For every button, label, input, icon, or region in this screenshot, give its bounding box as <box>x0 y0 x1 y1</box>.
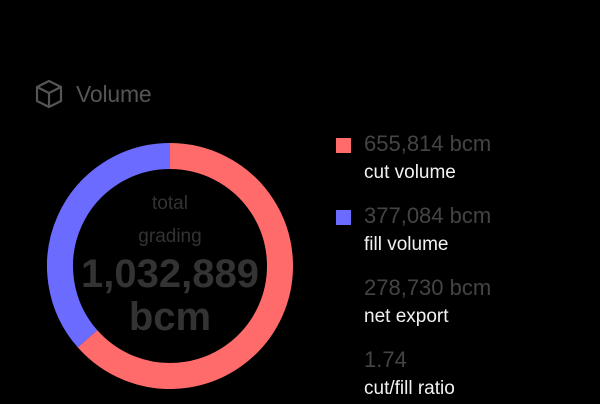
legend-label-ratio: cut/fill ratio <box>364 378 455 399</box>
legend-item-fill: 377,084 bcm fill volume <box>336 200 596 272</box>
legend-swatch-cut <box>336 138 351 153</box>
donut-slice-cut-volume <box>77 143 293 389</box>
center-total-unit: bcm <box>128 295 212 339</box>
cube-icon <box>35 79 63 109</box>
legend-item-cut: 655,814 bcm cut volume <box>336 128 596 200</box>
center-total-value: 1,032,889 <box>81 252 259 296</box>
legend-label-fill: fill volume <box>364 234 449 255</box>
center-caption-line2: grading <box>138 226 202 247</box>
legend-label-cut: cut volume <box>364 162 456 183</box>
legend-label-net-export: net export <box>364 306 449 327</box>
center-caption-line1: total <box>152 193 188 214</box>
legend-value-fill: 377,084 bcm <box>364 203 492 228</box>
donut-slice-fill-volume <box>47 143 171 348</box>
panel-title: Volume <box>76 80 152 107</box>
legend-value-ratio: 1.74 <box>364 347 407 372</box>
donut-center-label: total grading 1,032,889 bcm <box>47 143 293 389</box>
legend-item-ratio: 1.74 cut/fill ratio <box>336 344 596 404</box>
legend-value-cut: 655,814 bcm <box>364 131 492 156</box>
legend: 655,814 bcm cut volume 377,084 bcm fill … <box>336 128 596 404</box>
volume-donut-chart <box>47 143 293 389</box>
panel-header: Volume <box>33 77 152 111</box>
legend-item-net-export: 278,730 bcm net export <box>336 272 596 344</box>
legend-swatch-fill <box>336 210 351 225</box>
legend-value-net-export: 278,730 bcm <box>364 275 492 300</box>
